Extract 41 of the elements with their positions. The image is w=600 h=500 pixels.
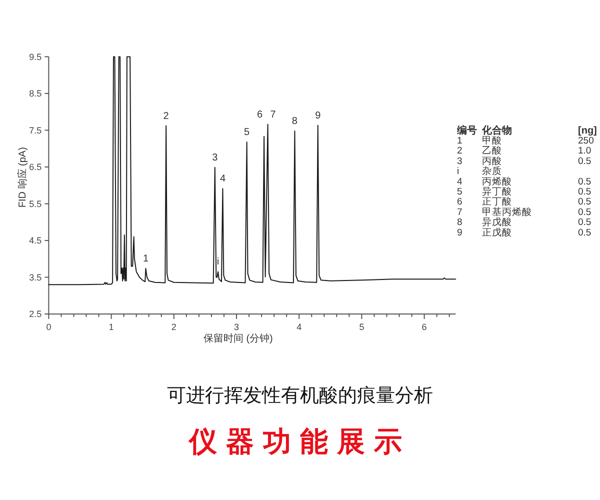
annotation: 3 xyxy=(212,152,218,164)
text: i 杂质 xyxy=(457,166,502,178)
text: 编号 化合物 [ng] xyxy=(457,126,597,136)
text: 1 甲酸 250 xyxy=(457,136,594,147)
y-axis-title: FID 响应 (pA) xyxy=(16,147,28,208)
x-tick-label: 3 xyxy=(234,322,240,332)
text: 仪器功能展示 xyxy=(188,426,411,457)
text: 8 异戊酸 0.5 xyxy=(457,217,592,228)
y-tick-label: 3.5 xyxy=(29,272,42,282)
annotation: 6 xyxy=(256,109,263,120)
text: 9 正戊酸 0.5 xyxy=(457,227,592,238)
text: 可进行挥发性有机酸的痕量分析 xyxy=(167,386,433,407)
x-tick-label: 0 xyxy=(46,322,52,332)
annotation: i xyxy=(216,256,220,268)
line-series xyxy=(48,56,456,286)
x-tick-label: 6 xyxy=(422,322,427,332)
annotation: 5 xyxy=(244,126,250,138)
text: 4 丙烯酸 0.5 xyxy=(457,176,592,188)
y-tick-label: 7.5 xyxy=(29,125,42,136)
x-tick-label: 4 xyxy=(296,322,302,332)
annotation: 8 xyxy=(292,116,298,127)
x-tick-label: 2 xyxy=(171,322,176,332)
y-tick-label: 2.5 xyxy=(29,309,42,320)
y-tick-label: 6.5 xyxy=(29,162,42,172)
text: 3 丙酸 0.5 xyxy=(457,156,592,167)
annotation: 1 xyxy=(142,253,149,264)
x-tick-label: 5 xyxy=(359,322,364,332)
y-tick-label: 5.5 xyxy=(29,198,42,209)
y-tick-label: 8.5 xyxy=(29,88,42,99)
annotation: 2 xyxy=(163,110,170,122)
annotation: 4 xyxy=(220,174,226,185)
text: 6 正丁酸 0.5 xyxy=(457,196,592,208)
x-tick-label: 1 xyxy=(108,322,114,332)
y-tick-label: 9.5 xyxy=(29,52,42,62)
y-tick-label: 4.5 xyxy=(29,236,42,246)
x-axis-title: 保留时间 (分钟) xyxy=(203,332,273,344)
text: 5 异丁酸 0.5 xyxy=(457,186,592,198)
annotation: 9 xyxy=(315,110,322,122)
annotation: 7 xyxy=(270,109,276,120)
text: 2 乙酸 1.0 xyxy=(457,146,592,157)
text: 7 甲基丙烯酸 0.5 xyxy=(457,206,592,218)
